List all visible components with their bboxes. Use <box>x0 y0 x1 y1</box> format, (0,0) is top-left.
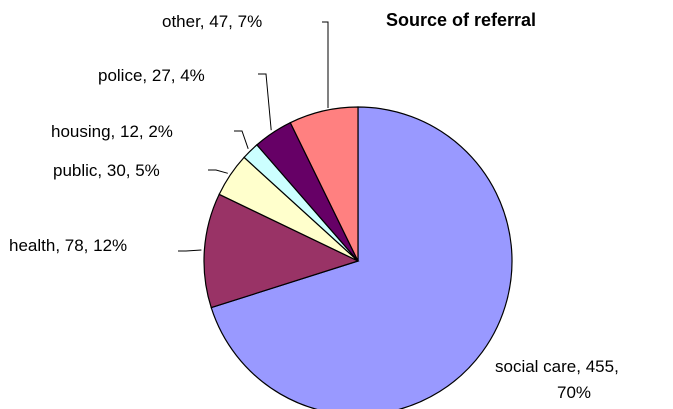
label-health: health, 78, 12% <box>9 236 127 255</box>
label-housing: housing, 12, 2% <box>51 122 173 141</box>
label-police: police, 27, 4% <box>98 66 205 85</box>
pie-slice-social-care <box>210 106 513 409</box>
leader-lines <box>178 21 329 252</box>
leader-line-police <box>258 73 272 131</box>
leader-line-other <box>322 21 329 108</box>
label-other: other, 47, 7% <box>162 12 262 31</box>
leader-line-health <box>178 249 202 252</box>
label-social-care-line1: social care, 455, <box>495 357 619 376</box>
pie-slices <box>203 106 513 409</box>
pie-slice-health <box>203 193 360 309</box>
label-public: public, 30, 5% <box>53 161 160 180</box>
leader-line-public <box>208 169 228 174</box>
leader-line-housing <box>234 130 249 149</box>
label-social-care-line2: 70% <box>557 383 591 402</box>
pie-slice-other <box>289 106 359 262</box>
chart-title: Source of referral <box>386 10 536 30</box>
